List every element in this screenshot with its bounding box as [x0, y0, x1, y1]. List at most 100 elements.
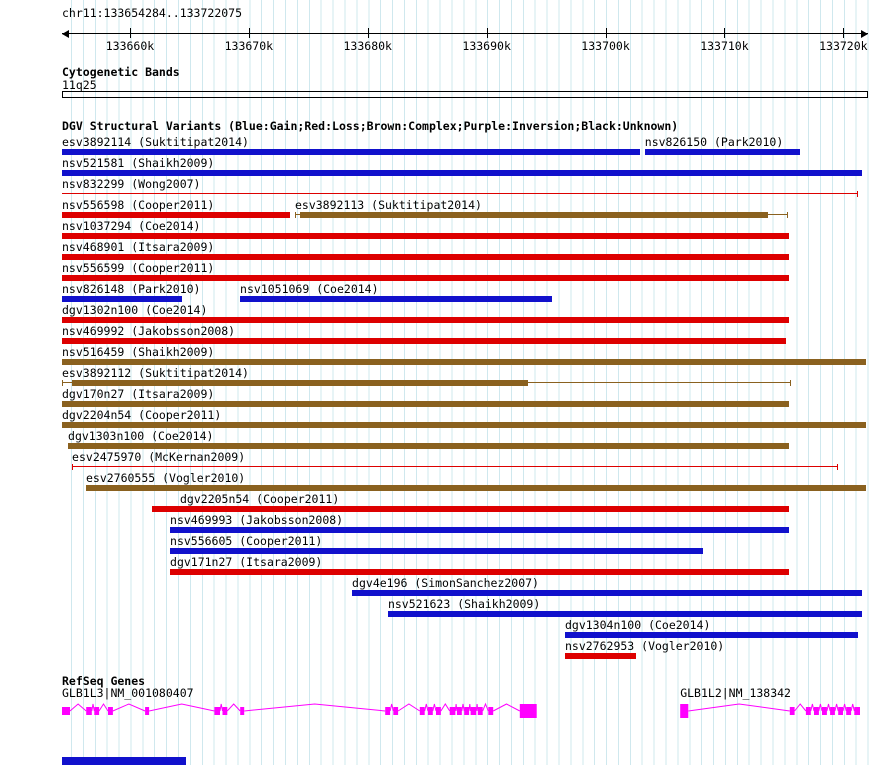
axis-tick-label: 133700k — [581, 39, 630, 53]
variant-label[interactable]: nsv556599 (Cooper2011) — [62, 261, 215, 275]
axis-tick — [605, 28, 607, 38]
variant-bar[interactable] — [299, 212, 768, 218]
exon-box — [108, 707, 113, 715]
intron-line — [688, 703, 855, 712]
variant-bar[interactable] — [62, 317, 789, 323]
variant-label[interactable]: nsv556598 (Cooper2011) — [62, 198, 215, 212]
axis-ticks: 133660k 133670k 133680k 133690k 133700k 13371… — [62, 0, 868, 56]
variant-bar[interactable] — [72, 380, 528, 386]
variant-bar[interactable] — [240, 296, 553, 302]
variant-label[interactable]: dgv170n27 (Itsara2009) — [62, 387, 215, 401]
cytoband-label: 11q25 — [62, 78, 97, 92]
axis-tick — [724, 28, 726, 38]
variant-label[interactable]: nsv469993 (Jakobsson2008) — [170, 513, 344, 527]
gene-glyph[interactable] — [62, 702, 537, 718]
gene-label[interactable]: GLB1L3|NM_001080407 — [62, 686, 194, 700]
variant-bar[interactable] — [62, 338, 787, 344]
axis-left-arrow-icon — [62, 30, 69, 38]
variant-bar[interactable] — [62, 275, 789, 281]
variant-label[interactable]: dgv171n27 (Itsara2009) — [170, 555, 323, 569]
variant-label[interactable]: esv3892112 (Suktitipat2014) — [62, 366, 249, 380]
variant-bar[interactable] — [352, 590, 862, 596]
dgv-track-header: DGV Structural Variants (Blue:Gain;Red:L… — [62, 119, 679, 133]
variant-label[interactable]: dgv1302n100 (Coe2014) — [62, 303, 208, 317]
variant-bar[interactable] — [170, 569, 789, 575]
variant-label[interactable]: dgv1304n100 (Coe2014) — [564, 618, 711, 632]
axis-tick-label: 133720k — [819, 39, 868, 53]
variant-label[interactable]: dgv2205n54 (Cooper2011) — [180, 492, 340, 506]
exon-box — [449, 707, 456, 715]
variant-bar[interactable] — [564, 632, 858, 638]
variant-bar[interactable] — [62, 233, 789, 239]
exon-box — [470, 707, 477, 715]
variant-end-tick — [837, 464, 839, 470]
variant-bar[interactable] — [170, 527, 789, 533]
axis-line — [62, 33, 868, 34]
exon-box — [419, 707, 425, 715]
dgv-variants-track: esv3892114 (Suktitipat2014) nsv826150 (Pa… — [62, 136, 868, 663]
variant-bar[interactable] — [62, 422, 867, 428]
variant-label[interactable]: esv3892113 (Suktitipat2014) — [294, 198, 482, 212]
variant-bar[interactable] — [62, 296, 183, 302]
cytobands-header: Cytogenetic Bands — [62, 65, 180, 79]
variant-bar[interactable] — [62, 170, 862, 176]
variant-bar[interactable] — [170, 548, 704, 554]
exon-box — [477, 707, 483, 715]
variant-label[interactable]: nsv521581 (Shaikh2009) — [62, 156, 215, 170]
variant-label[interactable]: nsv832299 (Wong2007) — [62, 177, 201, 191]
exon-box — [145, 707, 150, 715]
variant-bar[interactable] — [62, 401, 789, 407]
variant-label[interactable]: dgv1303n100 (Coe2014) — [68, 429, 214, 443]
variant-bar[interactable] — [564, 653, 636, 659]
variant-label[interactable]: nsv468901 (Itsara2009) — [62, 240, 215, 254]
variant-label[interactable]: esv2475970 (McKernan2009) — [72, 450, 246, 464]
variant-label[interactable]: dgv2204n54 (Cooper2011) — [62, 408, 222, 422]
exon-box — [789, 707, 795, 715]
exon-box — [846, 707, 852, 715]
variant-bar[interactable] — [151, 506, 789, 512]
exon-box — [240, 707, 245, 715]
gene-labels: GLB1L3|NM_001080407 GLB1L2|NM_138342 — [62, 687, 868, 700]
variant-label[interactable]: nsv516459 (Shaikh2009) — [62, 345, 215, 359]
axis-tick-label: 133670k — [224, 39, 274, 53]
variant-bar[interactable] — [62, 149, 641, 155]
variant-end-tick — [786, 212, 788, 218]
variant-bar[interactable] — [62, 359, 867, 365]
gene-label[interactable]: GLB1L2|NM_138342 — [680, 686, 791, 700]
exon-box — [393, 707, 399, 715]
variant-line[interactable] — [72, 466, 838, 467]
axis-tick — [843, 28, 845, 38]
variant-label[interactable]: esv3892114 (Suktitipat2014) — [62, 135, 249, 149]
variant-label[interactable]: nsv469992 (Jakobsson2008) — [62, 324, 236, 338]
cytoband-glyph[interactable] — [62, 91, 868, 98]
variant-label[interactable]: nsv1051069 (Coe2014) — [240, 282, 379, 296]
axis-tick-label: 133710k — [700, 39, 749, 53]
variant-bar[interactable] — [62, 212, 290, 218]
variant-bar[interactable] — [85, 485, 867, 491]
clipped-variant-bar[interactable] — [62, 757, 186, 765]
variant-label[interactable]: nsv826148 (Park2010) — [62, 282, 201, 296]
exon-box — [214, 707, 220, 715]
exon-box — [680, 704, 689, 718]
variant-label[interactable]: nsv556605 (Cooper2011) — [170, 534, 323, 548]
variant-label[interactable]: nsv826150 (Park2010) — [644, 135, 784, 149]
gene-glyph[interactable] — [680, 703, 860, 718]
axis-right-arrow-icon — [861, 30, 868, 38]
variant-label[interactable]: dgv4e196 (SimonSanchez2007) — [352, 576, 539, 590]
exon-box — [830, 707, 835, 715]
variant-label[interactable]: nsv2762953 (Vogler2010) — [564, 639, 725, 653]
variant-label[interactable]: esv2760555 (Vogler2010) — [85, 471, 246, 485]
exon-box — [838, 707, 843, 715]
axis-tick — [486, 28, 488, 38]
variant-label[interactable]: nsv1037294 (Coe2014) — [62, 219, 201, 233]
variant-bar[interactable] — [644, 149, 800, 155]
exon-box — [854, 707, 860, 715]
variant-label[interactable]: nsv521623 (Shaikh2009) — [387, 597, 541, 611]
exon-box — [488, 707, 494, 715]
variant-bar[interactable] — [62, 254, 789, 260]
variant-bar[interactable] — [68, 443, 789, 449]
exon-box — [805, 707, 811, 715]
variant-bar[interactable] — [387, 611, 862, 617]
variant-line[interactable] — [62, 193, 857, 194]
axis-tick-label: 133680k — [343, 39, 392, 53]
